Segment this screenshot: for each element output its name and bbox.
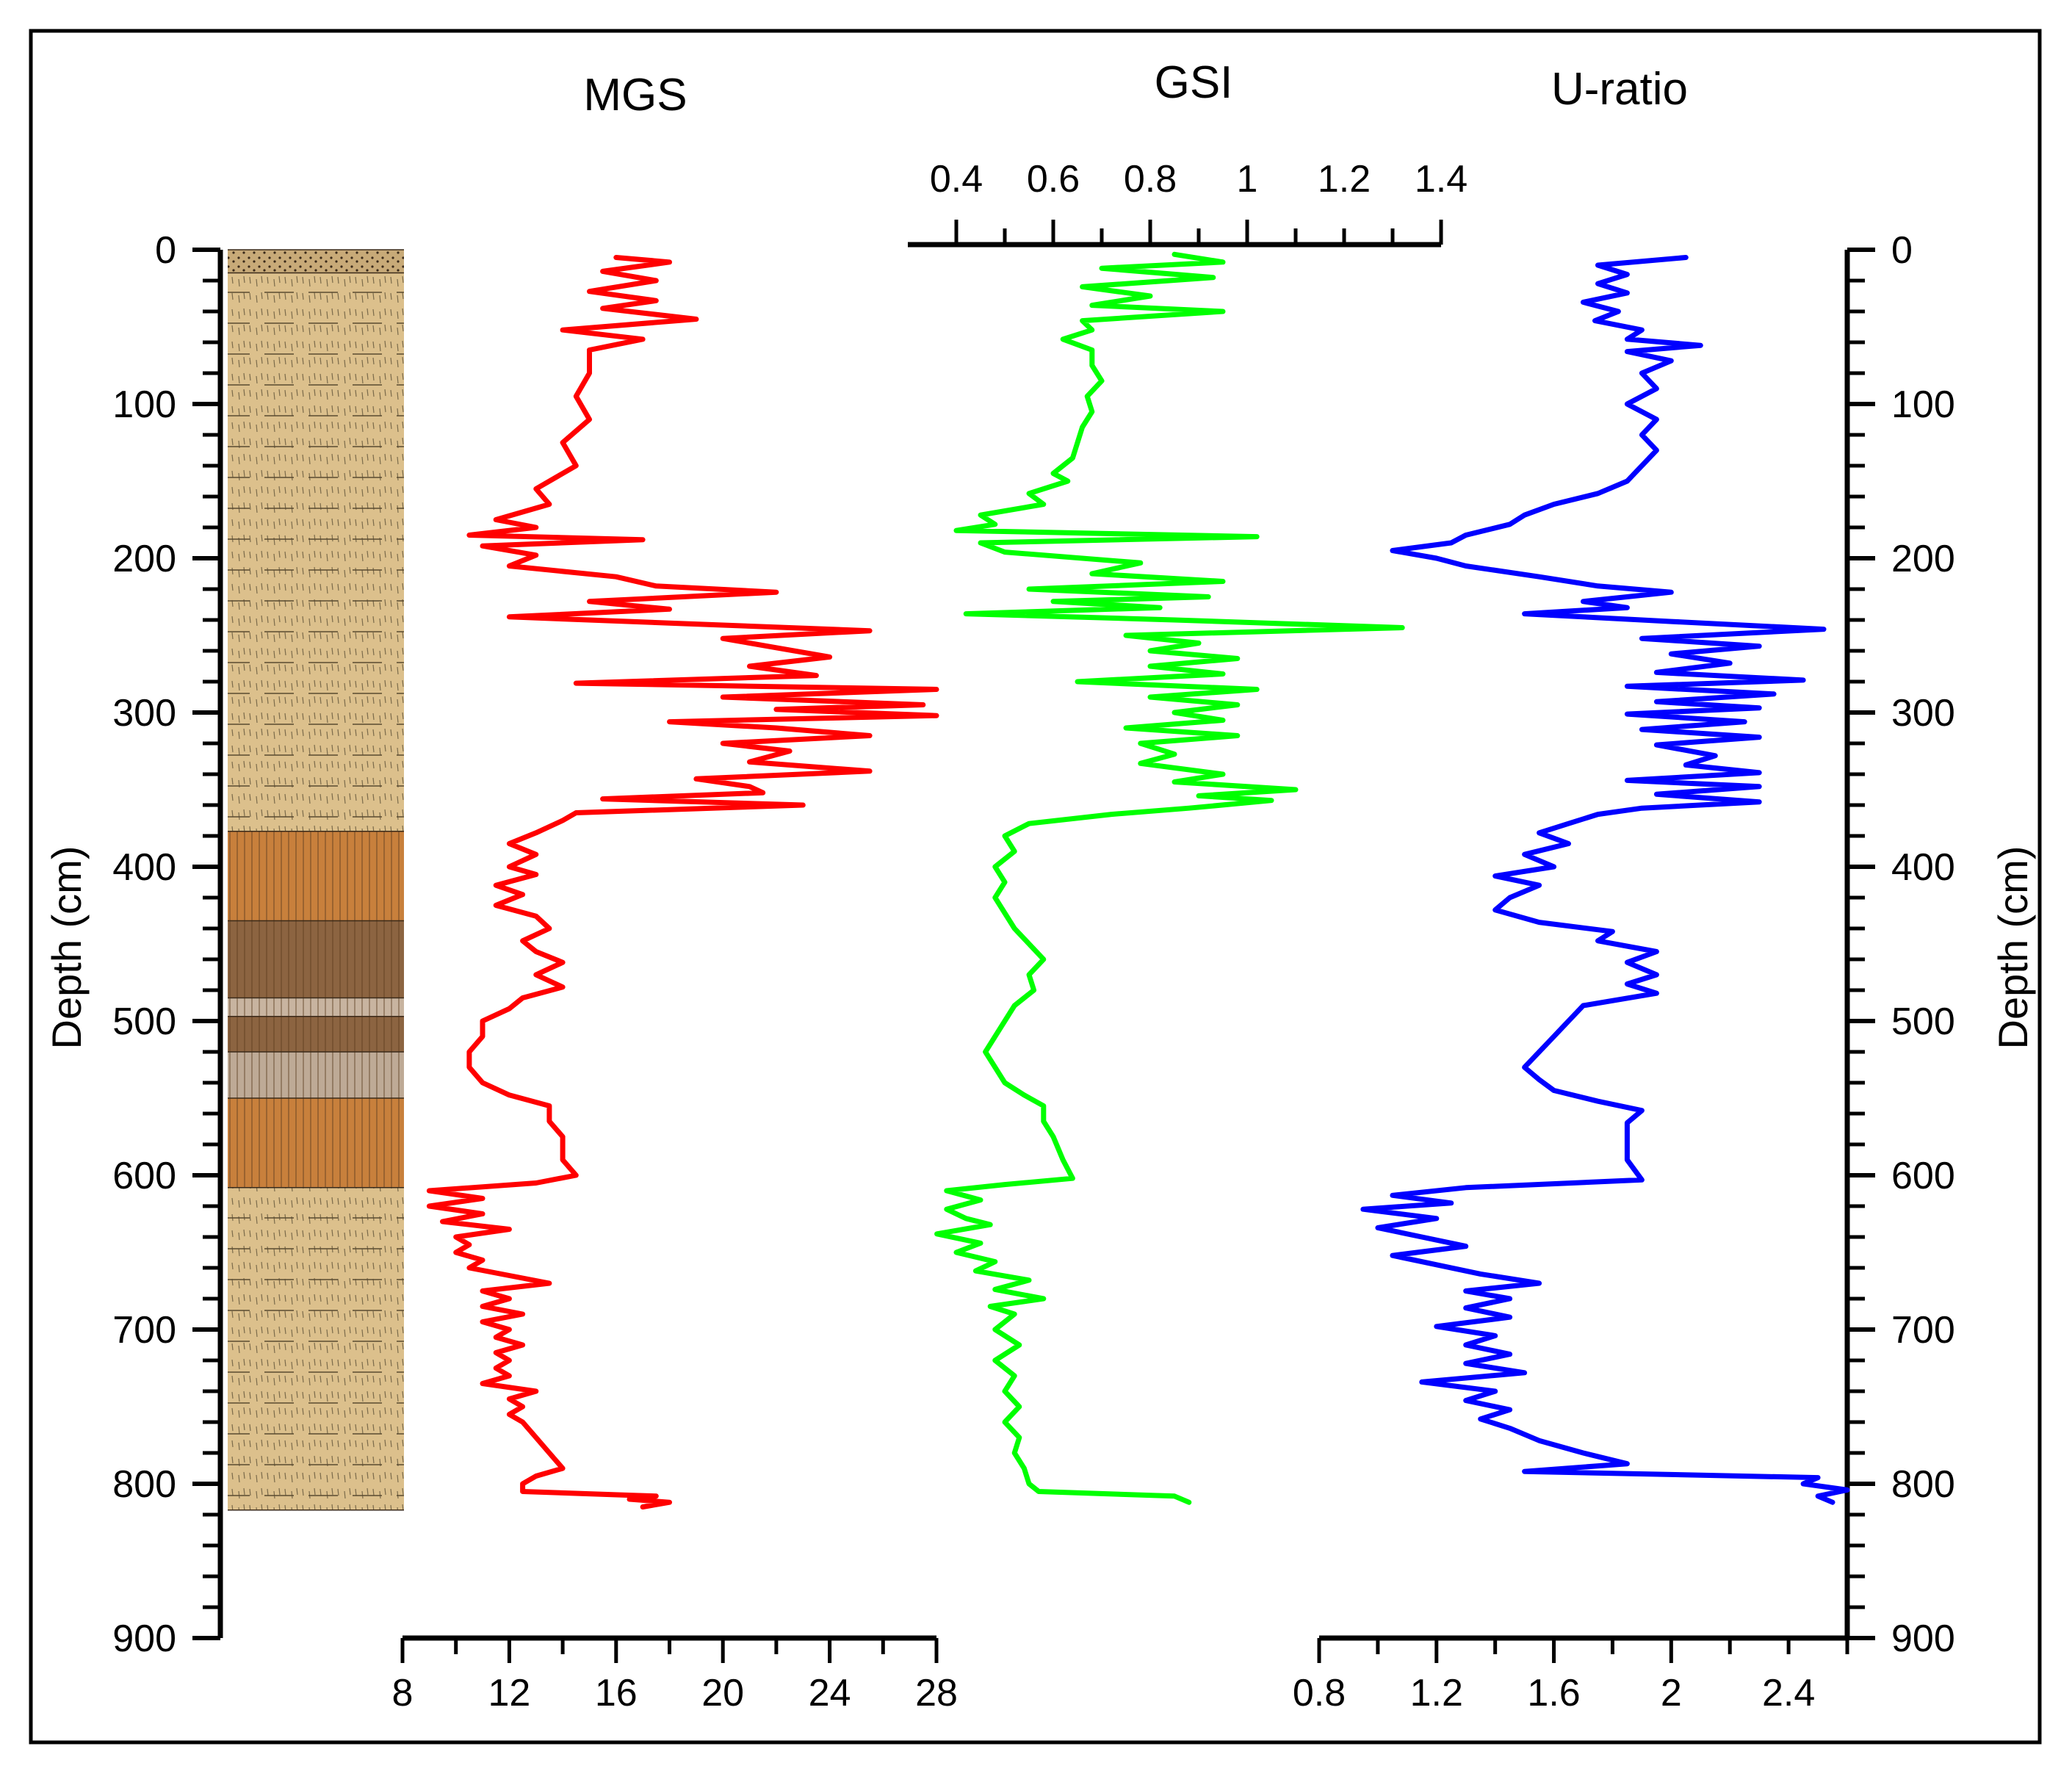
u-ratio-x-axis: 0.8 1.2 1.6 2 2.4 (1293, 1635, 1849, 1714)
lithology-dashes-8 (228, 1187, 404, 1510)
lithology-texture-2 (228, 831, 404, 921)
depth-tick-label: 400 (1891, 846, 1955, 889)
lithology-texture-7 (228, 1098, 404, 1188)
depth-tick-label: 600 (1891, 1155, 1955, 1197)
gsi-curve (934, 251, 1405, 1505)
gsi-x-axis: 0.4 0.6 0.8 1 1.2 1.4 (908, 158, 1468, 248)
value-tick-label: 1.4 (1415, 158, 1468, 201)
depth-axis-label-left: Depth (cm) (43, 846, 90, 1050)
depth-tick-label: 700 (1891, 1309, 1955, 1352)
value-tick-label: 2.4 (1762, 1672, 1815, 1714)
depth-tick-label: 200 (1891, 538, 1955, 580)
lithology-texture-4 (228, 998, 404, 1017)
depth-tick-label: 0 (1891, 229, 1913, 272)
lithology-column (228, 249, 404, 1511)
mgs-x-axis: 8 12 16 20 24 28 (392, 1635, 958, 1714)
depth-tick-label: 800 (112, 1463, 176, 1506)
value-tick-label: 12 (488, 1672, 530, 1714)
depth-tick-label: 500 (112, 1000, 176, 1043)
gsi-title: GSI (1155, 57, 1233, 108)
value-tick-label: 24 (809, 1672, 851, 1714)
lithology-texture-3 (228, 920, 404, 998)
mgs-title: MGS (583, 70, 687, 120)
mgs-curve (426, 255, 939, 1510)
value-tick-label: 28 (915, 1672, 958, 1714)
depth-tick-label: 300 (1891, 692, 1955, 735)
depth-tick-label: 100 (112, 383, 176, 426)
value-tick-label: 0.8 (1124, 158, 1177, 201)
lithology-dashes-1 (228, 273, 404, 832)
value-tick-label: 1.6 (1527, 1672, 1580, 1714)
depth-tick-label: 700 (112, 1309, 176, 1352)
u-ratio-curve (1360, 255, 1850, 1505)
left-depth-axis: 0 100 200 300 400 500 600 700 800 900 (112, 229, 223, 1660)
depth-tick-label: 500 (1891, 1000, 1955, 1043)
depth-tick-label: 100 (1891, 383, 1955, 426)
depth-tick-label: 200 (112, 538, 176, 580)
lithology-texture-6 (228, 1052, 404, 1098)
depth-axis-label-right: Depth (cm) (1990, 846, 2036, 1050)
data-curves (426, 251, 1850, 1510)
value-tick-label: 0.8 (1293, 1672, 1346, 1714)
depth-tick-label: 900 (112, 1617, 176, 1660)
depth-tick-label: 400 (112, 846, 176, 889)
depth-tick-label: 900 (1891, 1617, 1955, 1660)
value-tick-label: 0.6 (1027, 158, 1080, 201)
depth-tick-label: 800 (1891, 1463, 1955, 1506)
value-tick-label: 8 (392, 1672, 414, 1714)
right-depth-axis: 0 100 200 300 400 500 600 700 800 900 (1844, 229, 1955, 1660)
depth-tick-label: 600 (112, 1155, 176, 1197)
value-tick-label: 1.2 (1318, 158, 1371, 201)
lithology-texture-0 (228, 250, 404, 273)
value-tick-label: 20 (701, 1672, 744, 1714)
value-tick-label: 1 (1237, 158, 1258, 201)
value-tick-label: 16 (595, 1672, 638, 1714)
value-tick-label: 1.2 (1410, 1672, 1463, 1714)
depth-tick-label: 300 (112, 692, 176, 735)
u-ratio-title: U-ratio (1551, 64, 1688, 115)
value-tick-label: 0.4 (930, 158, 983, 201)
depth-tick-label: 0 (155, 229, 176, 272)
value-tick-label: 2 (1661, 1672, 1682, 1714)
lithology-texture-5 (228, 1016, 404, 1052)
